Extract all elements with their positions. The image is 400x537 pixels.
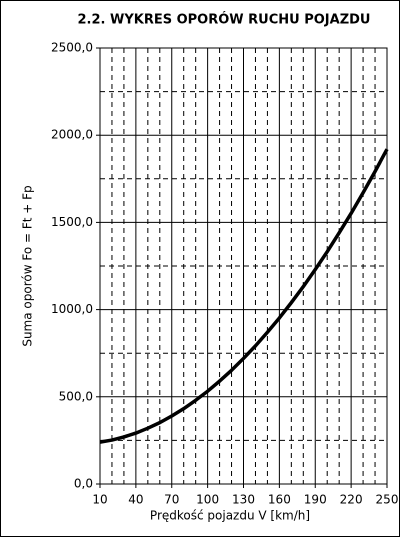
x-tick-label: 190 [304, 493, 327, 507]
chart-title: 2.2. WYKRES OPORÓW RUCHU POJAZDU [78, 12, 371, 28]
y-tick-label: 1000,0 [51, 302, 93, 316]
plot-border [99, 47, 388, 485]
y-axis-label: Suma oporów Fo = Ft + Fp [21, 185, 35, 346]
x-tick-label: 250 [376, 493, 399, 507]
x-tick-label: 130 [232, 493, 255, 507]
y-tick-label: 2000,0 [51, 128, 93, 142]
data-line [99, 148, 389, 444]
y-tick-label: 500,0 [59, 389, 93, 403]
x-tick-label: 160 [268, 493, 291, 507]
x-axis-label: Prędkość pojazdu V [km/h] [150, 509, 310, 523]
x-tick-label: 220 [340, 493, 363, 507]
y-tick-label: 2500,0 [51, 41, 93, 55]
x-tick-label: 40 [128, 493, 143, 507]
y-tick-label: 0,0 [74, 477, 93, 491]
y-tick-label: 1500,0 [51, 215, 93, 229]
x-tick-label: 10 [92, 493, 107, 507]
x-tick-label: 100 [196, 493, 219, 507]
x-tick-label: 70 [164, 493, 179, 507]
